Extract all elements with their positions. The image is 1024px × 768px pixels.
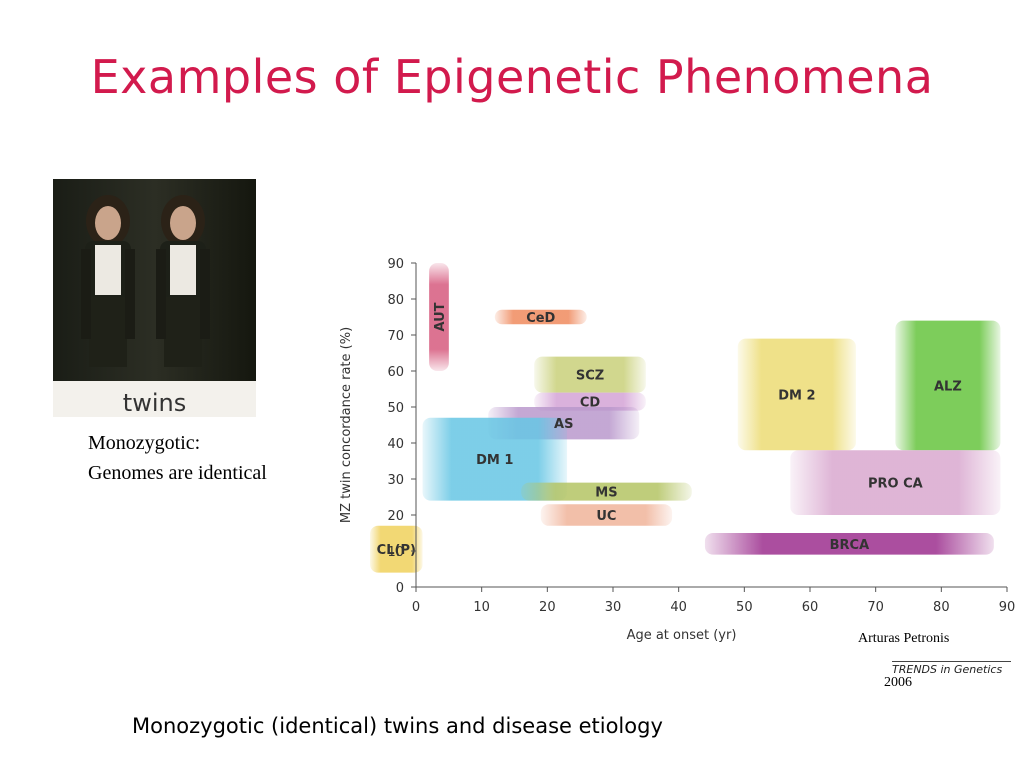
y-tick-label: 0 — [396, 581, 404, 596]
band-label-pro-ca: PRO CA — [868, 477, 923, 492]
band-dm-1 — [422, 417, 568, 501]
band-label-cd: CD — [580, 396, 601, 411]
y-tick-label: 20 — [387, 509, 404, 524]
band-label-dm-2: DM 2 — [778, 388, 815, 403]
journal-credit: TRENDS in Genetics — [892, 661, 1011, 676]
band-label-as: AS — [554, 417, 573, 432]
band-dm-2 — [737, 338, 856, 451]
band-brca — [704, 533, 994, 555]
band-label-brca: BRCA — [830, 538, 870, 553]
concordance-chart: AUT CeD SCZ CD AS DM 1 MS UC CL(P) DM 2 ALZ PRO CA B… — [339, 257, 1015, 643]
year-credit: 2006 — [884, 675, 912, 690]
band-cl-p- — [370, 525, 423, 573]
band-label-alz: ALZ — [934, 379, 962, 394]
band-label-uc: UC — [596, 509, 616, 524]
twins-illustration — [53, 179, 256, 381]
band-ms — [521, 482, 692, 501]
y-tick-label: 80 — [387, 293, 404, 308]
band-label-cl-p-: CL(P) — [377, 543, 416, 558]
band-label-aut: AUT — [433, 302, 448, 331]
band-aut — [429, 263, 449, 371]
y-tick-label: 60 — [387, 365, 404, 380]
band-label-dm-1: DM 1 — [476, 453, 513, 468]
band-ced — [494, 309, 587, 325]
x-axis-label: Age at onset (yr) — [627, 628, 737, 643]
x-tick-label: 40 — [670, 600, 687, 615]
x-tick-label: 30 — [605, 600, 622, 615]
caption-strip — [53, 381, 256, 417]
y-tick-label: 50 — [387, 401, 404, 416]
slide-title: Examples of Epigenetic Phenomena — [90, 50, 934, 104]
band-cd — [534, 392, 646, 411]
x-tick-label: 60 — [802, 600, 819, 615]
band-label-ms: MS — [595, 486, 617, 501]
y-tick-label: 40 — [387, 437, 404, 452]
x-tick-label: 0 — [412, 600, 420, 615]
photo-caption: twins — [122, 389, 187, 417]
band-label-scz: SCZ — [576, 369, 604, 384]
band-uc — [540, 504, 673, 526]
x-tick-label: 50 — [736, 600, 753, 615]
x-tick-label: 70 — [867, 600, 884, 615]
author-credit: Arturas Petronis — [858, 631, 950, 646]
monozygotic-note: Monozygotic: Genomes are identical — [88, 428, 267, 488]
x-tick-label: 80 — [933, 600, 950, 615]
y-tick-label: 30 — [387, 473, 404, 488]
chart-bands: AUT CeD SCZ CD AS DM 1 MS UC CL(P) DM 2 ALZ PRO CA B… — [370, 263, 1001, 573]
band-label-ced: CeD — [526, 311, 555, 326]
y-tick-label: 90 — [387, 257, 404, 272]
x-tick-label: 10 — [473, 600, 490, 615]
y-tick-label: 10 — [387, 545, 404, 560]
chart-axes: 0 10 20 30 40 50 60 70 80 90 0 10 20 30 40 50 60 70 80 90 — [387, 257, 1015, 615]
band-alz — [895, 320, 1001, 451]
note-line-1: Monozygotic: — [88, 432, 201, 454]
y-axis-label: MZ twin concordance rate (%) — [339, 327, 354, 523]
band-scz — [534, 356, 646, 393]
y-tick-label: 70 — [387, 329, 404, 344]
left-twin-figure — [81, 195, 135, 367]
footer-caption: Monozygotic (identical) twins and diseas… — [132, 714, 663, 738]
x-tick-label: 90 — [999, 600, 1016, 615]
note-line-2: Genomes are identical — [88, 462, 267, 484]
right-twin-figure — [156, 195, 210, 367]
twins-photo: twins — [53, 179, 256, 417]
x-tick-label: 20 — [539, 600, 556, 615]
band-pro-ca — [790, 450, 1001, 515]
